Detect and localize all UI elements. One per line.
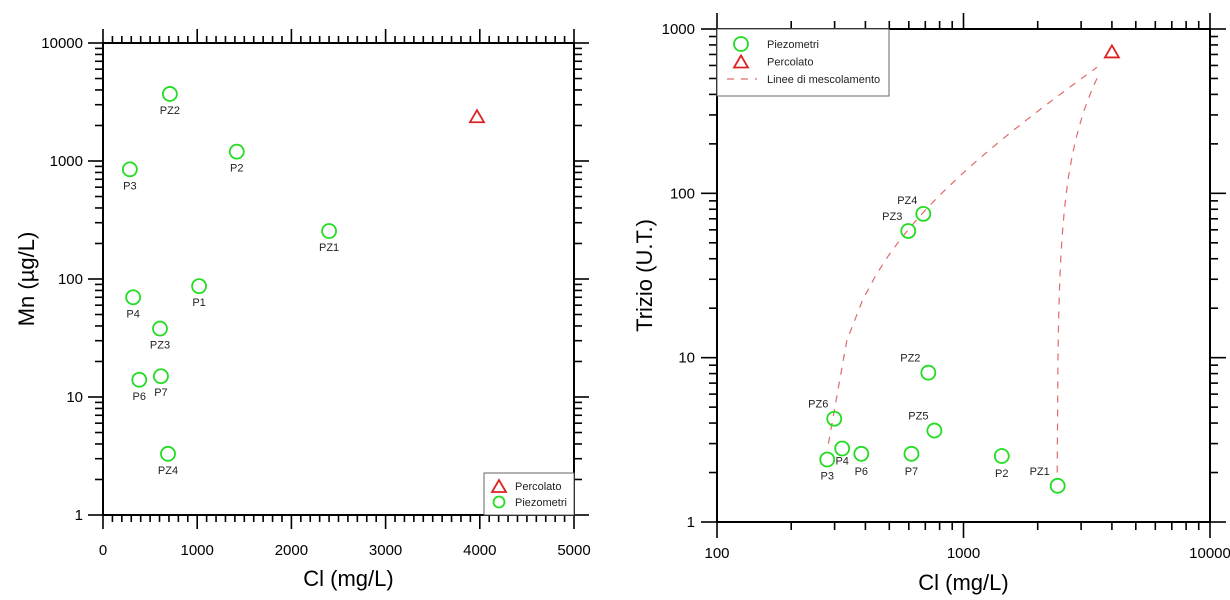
y-tick-label: 1000 <box>662 21 695 38</box>
data-point-piezometro <box>826 410 843 427</box>
data-point-piezometro <box>819 451 836 468</box>
plot-mn-vs-cl: Cl (mg/L) Mn (µg/L) 0 1000 2000 3000 4000 500… <box>14 29 591 591</box>
legend-triangle-icon <box>490 478 508 493</box>
point-label: PZ4 <box>897 195 917 207</box>
x-tick-label: 100 <box>704 545 729 562</box>
point-label: PZ6 <box>808 399 828 411</box>
data-point-piezometro <box>121 161 138 178</box>
y-tick-label: 1 <box>687 514 695 531</box>
y-tick-label: 10 <box>678 350 695 367</box>
data-point-piezometro <box>920 364 937 381</box>
mixing-line <box>1056 76 1099 473</box>
point-label: P2 <box>995 468 1008 480</box>
data-point-piezometro <box>903 445 920 462</box>
data-point-piezometro <box>900 223 917 239</box>
point-label: PZ3 <box>150 340 170 352</box>
y-axis-title: Mn (µg/L) <box>14 232 39 327</box>
legend-label: Linee di mescolamento <box>767 74 880 86</box>
y-tick-label: 100 <box>58 271 83 288</box>
point-label: P7 <box>905 466 918 478</box>
x-axis-title: Cl (mg/L) <box>303 566 393 591</box>
data-point-piezometro <box>228 143 245 160</box>
point-label: PZ4 <box>158 465 178 477</box>
point-label: P1 <box>192 297 205 309</box>
data-point-piezometro <box>993 448 1010 464</box>
legend-label: Piezometri <box>767 39 819 51</box>
point-label: PZ3 <box>882 211 902 223</box>
legend-circle-icon <box>733 36 749 52</box>
y-axis-title: Trizio (U.T.) <box>632 219 657 332</box>
x-tick-label: 3000 <box>369 542 402 559</box>
x-tick-label: 0 <box>99 542 107 559</box>
data-point-piezometro <box>160 445 176 462</box>
plot-trizio-vs-cl: Cl (mg/L) Trizio (U.T.) 100 1000 10000 1 10 1… <box>632 13 1230 595</box>
x-tick-label: 2000 <box>275 542 308 559</box>
legend-circle-icon <box>492 495 506 509</box>
point-label: P7 <box>154 387 167 399</box>
y-tick-label: 100 <box>670 185 695 202</box>
plot-frame <box>716 28 1211 523</box>
point-label: PZ5 <box>908 411 928 423</box>
legend-label: Piezometri <box>515 497 567 509</box>
legend: Percolato Piezometri <box>483 472 575 516</box>
point-label: P6 <box>133 391 146 403</box>
y-tick-label: 10000 <box>41 35 83 52</box>
legend-label: Percolato <box>767 57 813 69</box>
point-label: PZ1 <box>1030 466 1050 478</box>
point-label: P2 <box>230 163 243 175</box>
y-tick-label: 1000 <box>50 153 83 170</box>
x-axis-title: Cl (mg/L) <box>918 570 1008 595</box>
point-label: P3 <box>123 180 136 192</box>
x-tick-label: 4000 <box>463 542 496 559</box>
data-point-percolato <box>1103 43 1121 59</box>
point-label: P4 <box>835 456 848 468</box>
data-point-piezometro <box>161 86 178 102</box>
data-point-percolato <box>468 108 486 124</box>
legend-triangle-icon <box>732 53 750 69</box>
data-point-piezometro <box>152 320 168 337</box>
point-label: P4 <box>126 308 139 320</box>
data-point-piezometro <box>1049 477 1066 494</box>
data-point-piezometro <box>834 440 851 457</box>
legend-label: Percolato <box>515 481 561 493</box>
data-point-piezometro <box>125 289 142 306</box>
data-point-piezometro <box>153 368 169 385</box>
point-label: P3 <box>820 471 833 483</box>
point-label: P6 <box>855 466 868 478</box>
data-point-piezometro <box>926 422 943 439</box>
x-tick-label: 1000 <box>947 545 980 562</box>
mixing-line <box>827 66 1098 444</box>
point-label: PZ2 <box>160 105 180 117</box>
data-point-piezometro <box>321 223 337 239</box>
data-point-piezometro <box>915 205 932 222</box>
legend: Piezometri Percolato Linee di mescolamento <box>716 28 890 97</box>
point-label: PZ1 <box>319 242 339 254</box>
y-tick-label: 10 <box>66 389 83 406</box>
x-tick-label: 10000 <box>1189 545 1230 562</box>
point-label: PZ2 <box>900 353 920 365</box>
data-point-piezometro <box>131 371 148 388</box>
data-point-piezometro <box>191 278 207 295</box>
data-point-piezometro <box>853 445 870 462</box>
x-tick-label: 5000 <box>557 542 590 559</box>
x-tick-label: 1000 <box>181 542 214 559</box>
y-tick-label: 1 <box>75 507 83 524</box>
